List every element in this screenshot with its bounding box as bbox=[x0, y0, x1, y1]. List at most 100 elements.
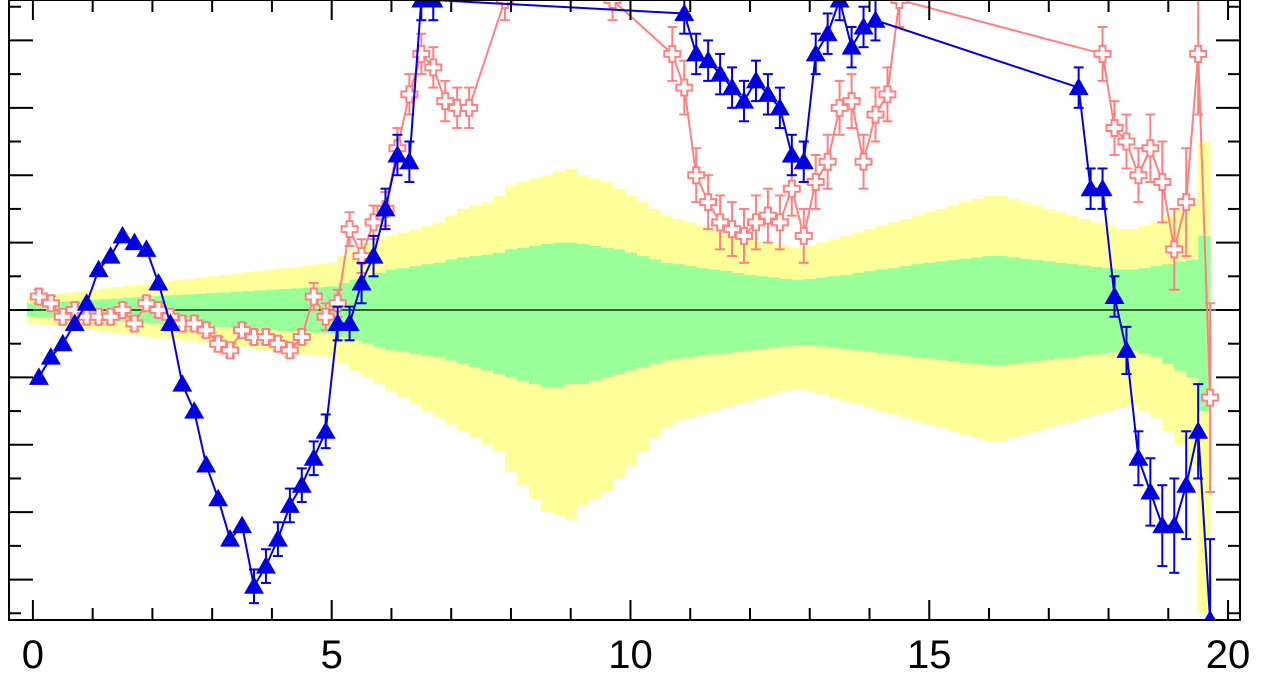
band-inner-bin bbox=[887, 268, 900, 355]
cross-marker bbox=[1201, 388, 1220, 407]
band-inner-bin bbox=[779, 279, 793, 347]
x-tick-label: 5 bbox=[321, 633, 343, 677]
cross-marker bbox=[687, 166, 706, 185]
triangle-marker bbox=[184, 401, 205, 419]
cross-marker bbox=[1141, 139, 1160, 158]
band-inner-bin bbox=[1162, 264, 1175, 364]
band-inner-bin bbox=[767, 277, 781, 348]
band-inner-bin bbox=[469, 256, 482, 368]
x-tick-label: 0 bbox=[22, 633, 44, 677]
triangle-marker bbox=[865, 10, 886, 28]
cross-marker bbox=[304, 287, 323, 306]
band-inner-bin bbox=[1174, 261, 1187, 371]
triangle-marker bbox=[208, 488, 229, 507]
cross-marker bbox=[221, 341, 240, 360]
band-inner-bin bbox=[971, 257, 984, 364]
triangle-marker bbox=[339, 313, 360, 331]
triangle-marker bbox=[769, 97, 790, 116]
band-inner-bin bbox=[600, 248, 614, 378]
cross-marker bbox=[1177, 193, 1196, 212]
triangle-marker bbox=[817, 23, 838, 42]
band-inner-bin bbox=[1186, 259, 1199, 378]
triangle-marker bbox=[423, 0, 444, 8]
band-inner-bin bbox=[1054, 262, 1068, 359]
cross-marker bbox=[890, 0, 909, 9]
triangle-marker bbox=[387, 145, 408, 163]
triangle-marker bbox=[674, 3, 695, 21]
band-inner-bin bbox=[684, 266, 697, 358]
band-inner-bin bbox=[696, 268, 709, 356]
cross-marker bbox=[280, 341, 299, 360]
band-inner-bin bbox=[552, 242, 566, 388]
triangle-marker bbox=[267, 529, 288, 547]
triangle-marker bbox=[722, 77, 743, 96]
cross-marker bbox=[328, 294, 347, 313]
cross-marker bbox=[770, 213, 789, 232]
triangle-marker bbox=[28, 367, 49, 385]
band-inner-bin bbox=[1078, 265, 1092, 356]
cross-marker bbox=[292, 327, 311, 346]
cross-marker bbox=[364, 213, 383, 232]
band-inner-bin bbox=[875, 269, 888, 354]
triangle-marker bbox=[52, 333, 73, 352]
band-inner-bin bbox=[755, 276, 769, 350]
triangle-marker bbox=[698, 50, 719, 69]
triangle-marker bbox=[244, 576, 265, 594]
band-inner-bin bbox=[648, 259, 661, 364]
band-inner-bin bbox=[516, 248, 530, 381]
series-triangle bbox=[28, 0, 1216, 620]
cross-marker bbox=[1189, 44, 1208, 63]
band-inner-bin bbox=[588, 245, 602, 381]
band-inner-bin bbox=[636, 256, 649, 368]
band-inner-bin bbox=[959, 258, 972, 363]
triangle-marker bbox=[375, 198, 396, 217]
band-inner-bin bbox=[983, 256, 996, 366]
band-inner-bin bbox=[612, 249, 625, 375]
triangle-marker bbox=[136, 239, 157, 257]
triangle-marker bbox=[172, 374, 193, 392]
triangle-marker bbox=[232, 515, 253, 534]
cross-marker bbox=[400, 85, 419, 104]
triangle-marker bbox=[112, 225, 133, 244]
cross-marker bbox=[854, 152, 873, 171]
cross-marker bbox=[818, 152, 837, 171]
triangle-marker bbox=[1128, 448, 1149, 466]
band-inner-bin bbox=[564, 242, 578, 385]
band-inner-bin bbox=[1090, 266, 1104, 355]
cross-marker bbox=[352, 247, 371, 266]
cross-marker bbox=[412, 44, 431, 63]
band-inner-bin bbox=[660, 262, 673, 361]
band-inner-bin bbox=[791, 279, 805, 346]
cross-marker bbox=[1153, 172, 1172, 191]
triangle-marker bbox=[160, 313, 181, 331]
band-inner-bin bbox=[803, 279, 817, 346]
cross-marker bbox=[340, 220, 359, 239]
band-inner-bin bbox=[576, 243, 590, 385]
band-inner-bin bbox=[481, 254, 494, 371]
triangle-marker bbox=[148, 273, 169, 291]
triangle-marker bbox=[841, 37, 862, 55]
triangle-marker bbox=[1176, 475, 1197, 493]
x-tick-label: 15 bbox=[907, 633, 952, 677]
triangle-marker bbox=[1204, 610, 1216, 620]
triangle-marker bbox=[734, 91, 755, 109]
triangle-marker bbox=[220, 529, 241, 547]
triangle-marker bbox=[196, 455, 217, 473]
triangle-marker bbox=[255, 556, 276, 574]
triangle-marker bbox=[64, 313, 85, 331]
triangle-marker bbox=[686, 43, 707, 62]
x-tick-label: 20 bbox=[1206, 633, 1251, 677]
band-inner-bin bbox=[528, 245, 542, 385]
band-inner-bin bbox=[708, 269, 721, 355]
cross-marker bbox=[316, 307, 335, 326]
triangle-marker bbox=[76, 293, 97, 311]
band-inner-bin bbox=[540, 243, 554, 388]
confidence-band bbox=[26, 141, 1211, 614]
cross-marker bbox=[663, 44, 682, 63]
band-inner-bin bbox=[732, 272, 745, 352]
band-inner-bin bbox=[911, 264, 924, 358]
cross-marker bbox=[842, 92, 861, 111]
triangle-marker bbox=[710, 64, 731, 82]
triangle-marker bbox=[1092, 178, 1113, 197]
